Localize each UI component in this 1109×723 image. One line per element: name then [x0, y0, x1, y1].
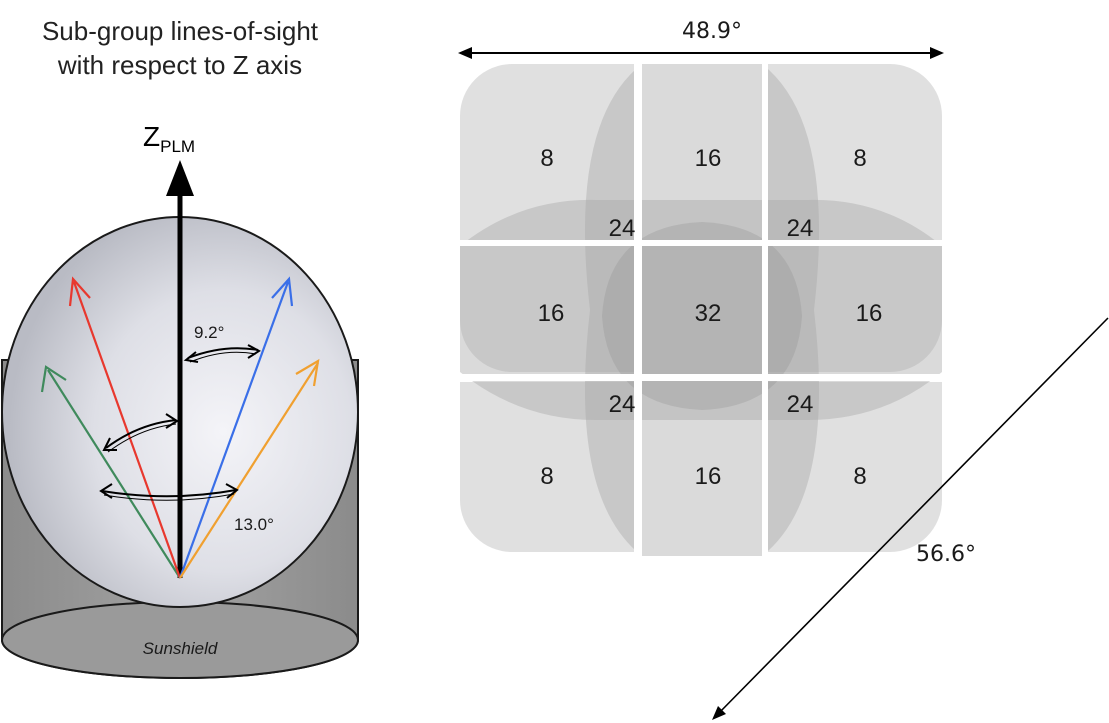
coverage-tile-top-right	[768, 64, 942, 372]
z-axis-arrow	[166, 160, 194, 578]
angle-arc-inner	[183, 344, 261, 363]
count-middle-right: 16	[856, 300, 883, 327]
line-of-sight-outer-left	[40, 365, 181, 579]
overlap-count-lower-left: 24	[609, 391, 636, 418]
coverage-tile-top-left	[460, 64, 634, 372]
count-top-center: 16	[695, 145, 722, 172]
count-bottom-left: 8	[540, 463, 553, 490]
count-bottom-right: 8	[853, 463, 866, 490]
angle-label-outer: 13.0°	[234, 515, 274, 534]
z-axis-label: ZPLM	[143, 121, 195, 156]
line-of-sight-inner-left	[68, 276, 182, 579]
fov-coverage-map: 48.9° 8 16 8 16 32 16 8 16 8	[456, 19, 1109, 720]
line-of-sight-inner-right	[178, 276, 294, 579]
overlap-count-lower-right: 24	[787, 391, 814, 418]
count-center: 32	[695, 300, 722, 327]
los-diagram: Sub-group lines-of-sight with respect to…	[1, 16, 359, 679]
coverage-tile-bottom-left	[460, 382, 634, 552]
coverage-tile-horizontal-lens	[460, 199, 942, 420]
width-dimension-label: 48.9°	[682, 19, 742, 44]
coverage-counts: 8 16 8 16 32 16 8 16 8 24 24 24 24	[538, 145, 883, 490]
count-bottom-center: 16	[695, 463, 722, 490]
angle-arc-left	[102, 413, 179, 453]
diagram-title-line1: Sub-group lines-of-sight	[42, 16, 319, 46]
diagram-title-line2: with respect to Z axis	[57, 50, 302, 80]
width-dimension-arrow	[458, 47, 944, 59]
count-top-right: 8	[853, 145, 866, 172]
diagonal-dimension-arrow	[712, 317, 1109, 720]
coverage-tile-vertical-lens	[584, 64, 820, 556]
overlap-count-upper-right: 24	[787, 215, 814, 242]
line-of-sight-outer-right	[179, 358, 320, 579]
overlap-count-upper-left: 24	[609, 215, 636, 242]
count-top-left: 8	[540, 145, 553, 172]
angle-label-inner: 9.2°	[194, 323, 224, 342]
coverage-tile-center	[602, 222, 802, 410]
angle-arc-outer	[99, 483, 239, 501]
coverage-tiles	[456, 60, 946, 560]
sunshield-label: Sunshield	[143, 639, 218, 658]
diagonal-dimension-label: 56.6°	[916, 542, 976, 567]
count-middle-left: 16	[538, 300, 565, 327]
coverage-tile-bottom-right	[768, 382, 942, 552]
